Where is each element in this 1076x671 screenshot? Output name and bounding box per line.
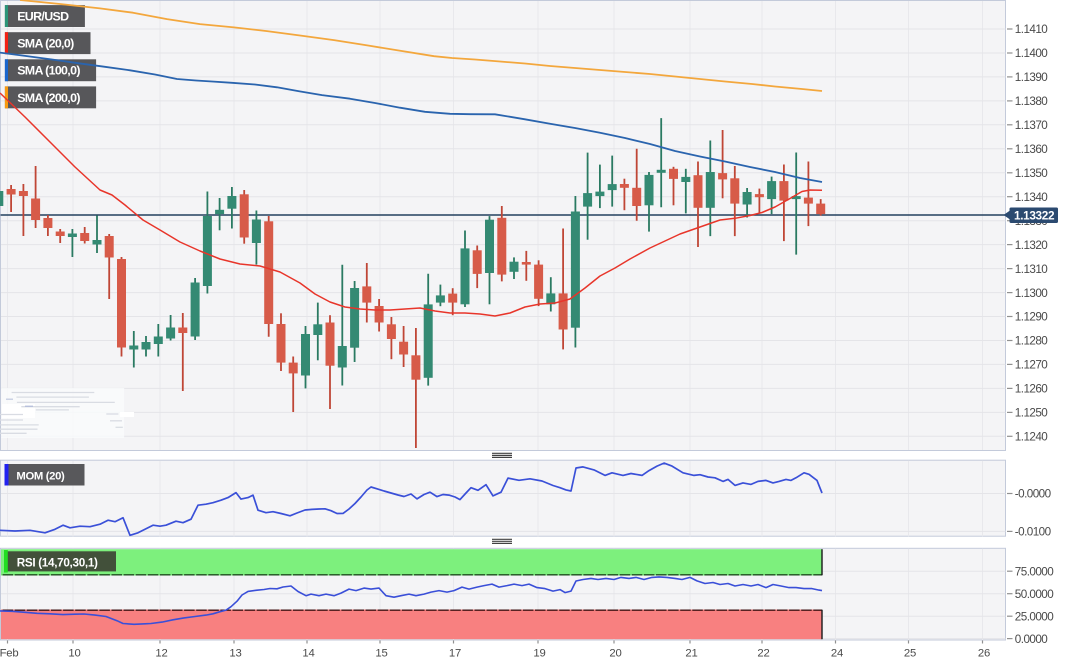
svg-text:SMA (20,0): SMA (20,0): [17, 37, 74, 51]
svg-text:1.1290: 1.1290: [1015, 311, 1048, 324]
svg-text:1.1410: 1.1410: [1015, 23, 1048, 36]
svg-text:Feb: Feb: [0, 648, 18, 660]
svg-text:1.1240: 1.1240: [1015, 431, 1048, 444]
svg-text:1.1310: 1.1310: [1015, 263, 1048, 276]
svg-text:14: 14: [302, 648, 314, 660]
svg-text:MOM (20): MOM (20): [16, 471, 65, 483]
svg-text:1.1350: 1.1350: [1015, 167, 1048, 180]
svg-text:22: 22: [757, 648, 769, 660]
svg-text:25.0000: 25.0000: [1015, 610, 1054, 623]
svg-text:1.1360: 1.1360: [1015, 143, 1048, 156]
svg-text:1.1400: 1.1400: [1015, 47, 1048, 60]
svg-text:1.1340: 1.1340: [1015, 191, 1048, 204]
svg-text:13: 13: [229, 648, 241, 660]
svg-text:1.1320: 1.1320: [1015, 239, 1048, 252]
svg-text:20: 20: [609, 648, 621, 660]
svg-text:SMA (100,0): SMA (100,0): [17, 64, 80, 78]
svg-text:26: 26: [978, 648, 990, 660]
svg-text:17: 17: [449, 648, 461, 660]
svg-text:21: 21: [685, 648, 697, 660]
svg-text:EUR/USD: EUR/USD: [17, 10, 69, 24]
svg-text:1.1370: 1.1370: [1015, 119, 1048, 132]
svg-text:1.1260: 1.1260: [1015, 383, 1048, 396]
svg-text:1.1380: 1.1380: [1015, 95, 1048, 108]
svg-text:1.1250: 1.1250: [1015, 407, 1048, 420]
svg-text:15: 15: [375, 648, 387, 660]
svg-text:1.1390: 1.1390: [1015, 71, 1048, 84]
svg-text:12: 12: [155, 648, 167, 660]
svg-text:-0.0100: -0.0100: [1015, 526, 1052, 539]
svg-text:0.0000: 0.0000: [1015, 633, 1048, 646]
svg-text:1.1280: 1.1280: [1015, 335, 1048, 348]
svg-text:19: 19: [533, 648, 545, 660]
svg-text:RSI (14,70,30,1): RSI (14,70,30,1): [17, 556, 98, 569]
svg-text:SMA (200,0): SMA (200,0): [17, 91, 80, 105]
svg-text:25: 25: [904, 648, 916, 660]
svg-text:24: 24: [831, 648, 843, 660]
svg-text:10: 10: [68, 648, 80, 660]
svg-text:50.0000: 50.0000: [1015, 588, 1054, 601]
svg-text:75.0000: 75.0000: [1015, 565, 1054, 578]
svg-text:1.13322: 1.13322: [1014, 208, 1055, 222]
svg-text:-0.0000: -0.0000: [1015, 488, 1052, 501]
svg-text:1.1300: 1.1300: [1015, 287, 1048, 300]
svg-text:1.1270: 1.1270: [1015, 359, 1048, 372]
